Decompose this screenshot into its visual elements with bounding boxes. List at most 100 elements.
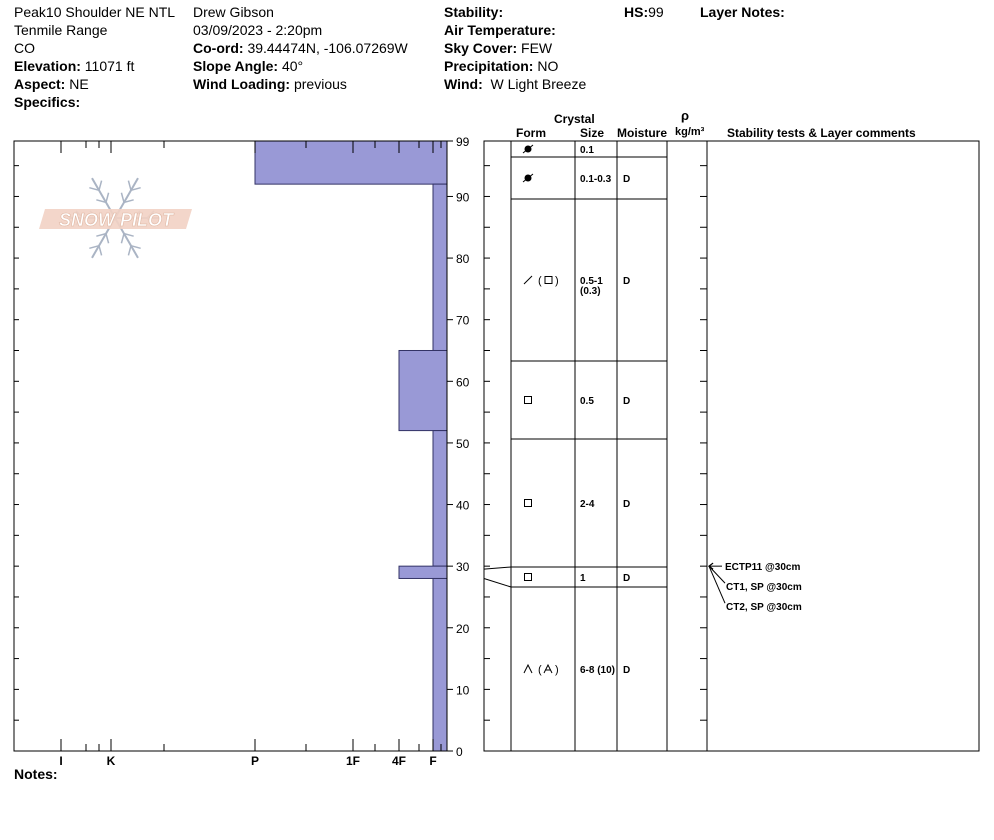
stability-test-label: CT1, SP @30cm [726,582,802,593]
stability-test-label: CT2, SP @30cm [726,602,802,613]
specifics-label: Specifics: [14,94,81,110]
stability-tests: ECTP11 @30cm CT1, SP @30cm CT2, SP @30cm [708,562,802,613]
crystal-form-facet [524,499,532,507]
moisture-value: D [623,276,630,287]
crystal-form-ice-crust-dot [522,173,534,183]
crystal-symbol [524,499,532,507]
depth-label: 80 [456,252,470,266]
elevation: Elevation: 11071 ft [14,58,135,74]
wind: Wind: W Light Breeze [444,76,587,92]
crystal-form-ice-crust-dot [522,144,534,154]
crystal-size: 0.5-1 [580,276,603,287]
snowflake-branch [123,232,134,237]
sky-cover: Sky Cover: FEW [444,40,553,56]
rho-header: ρ [681,108,690,123]
snowflake-branch [127,180,132,191]
size-header: Size [580,126,605,140]
crystal-symbol [544,276,553,284]
hardness-bar [432,183,448,351]
hardness-label: I [59,754,62,768]
layer-connector [483,577,512,588]
depth-label: 40 [456,499,470,513]
hardness-label: 4F [392,754,406,768]
site-name: Peak10 Shoulder NE NTL [14,4,176,20]
coordinates: Co-ord: 39.44474N, -106.07269W [193,40,408,56]
crystal-form-facet [524,396,532,404]
layer-table: 0.1 0.1-0.3 D () 0.5-1(0.3) D 0.5 D 2-4 D 1 D () 6-8 … [483,140,980,752]
snowflake-branch [105,192,110,203]
moisture-value: D [623,573,630,584]
crystal-size-secondary: (0.3) [580,286,601,297]
hardness-label: F [429,754,436,768]
state: CO [14,40,35,56]
depth-label: 20 [456,622,470,636]
moisture-value: D [623,499,630,510]
logo-text: SNOW PILOT [59,210,175,230]
hardness-bar [398,565,448,579]
depth-label: 99 [456,135,470,149]
stability-header: Stability tests & Layer comments [727,126,916,140]
hardness-bar [254,140,448,185]
crystal-form-facet [524,573,532,581]
crystal-symbol [522,173,534,183]
depth-label: 0 [456,745,463,759]
hardness-label: P [251,754,259,768]
moisture-value: D [623,174,630,185]
snowflake-branch [98,245,103,256]
depth-label: 60 [456,375,470,389]
crystal-size: 1 [580,573,586,584]
depth-label: 30 [456,560,470,574]
range-name: Tenmile Range [14,22,108,38]
hardness-bar [398,349,448,432]
observer: Drew Gibson [193,4,274,20]
crystal-symbol [523,663,533,674]
hs: HS:99 [624,4,664,20]
hardness-label: K [107,754,116,768]
moisture-header: Moisture [617,126,668,140]
crystal-symbol [543,663,553,674]
snowflake-branch [98,180,103,191]
snowflake-branch [127,245,132,256]
hardness-bar [432,430,448,567]
crystal-form-facet-mixed: () [523,275,559,287]
notes-label: Notes: [14,766,58,782]
crystal-symbol [523,275,533,285]
aspect: Aspect: NE [14,76,89,92]
stability-label: Stability: [444,4,504,20]
snowflake-branch [120,233,125,244]
plot-frame [13,140,448,752]
hardness-bar [432,577,448,752]
snowpilot-logo: SNOW PILOT [39,177,192,259]
wind-loading: Wind Loading: previous [193,76,347,92]
crystal-size: 0.1 [580,145,594,156]
crystal-size: 0.1-0.3 [580,174,612,185]
crystal-header: Crystal [554,112,595,126]
layer-notes-label: Layer Notes: [700,4,785,20]
crystal-symbol: ( [538,664,542,676]
snowflake-branch [96,232,107,237]
depth-label: 90 [456,190,470,204]
snowflake-branch [89,186,100,192]
stability-test-leader [708,565,726,604]
crystal-size: 0.5 [580,396,594,407]
crystal-symbol: ) [555,664,559,676]
depth-label: 70 [456,314,470,328]
depth-label: 50 [456,437,470,451]
crystal-size: 2-4 [580,499,595,510]
density-unit-header: kg/m³ [675,126,705,138]
snowflake-branch [89,244,100,250]
crystal-form-depth-hoar-mixed: () [523,663,559,676]
crystal-symbol [524,396,532,404]
hardness-label: 1F [346,754,360,768]
stability-test-arrow [708,562,714,570]
slope-angle: Slope Angle: 40° [193,58,304,74]
crystal-size: 6-8 (10) [580,665,615,676]
crystal-symbol: ) [555,275,559,287]
layer-connector [483,566,512,570]
snowflake-branch [120,192,125,203]
stability-test-leader [708,565,726,584]
form-header: Form [516,126,546,140]
snowflake-branch [123,199,134,204]
snowflake-branch [105,233,110,244]
